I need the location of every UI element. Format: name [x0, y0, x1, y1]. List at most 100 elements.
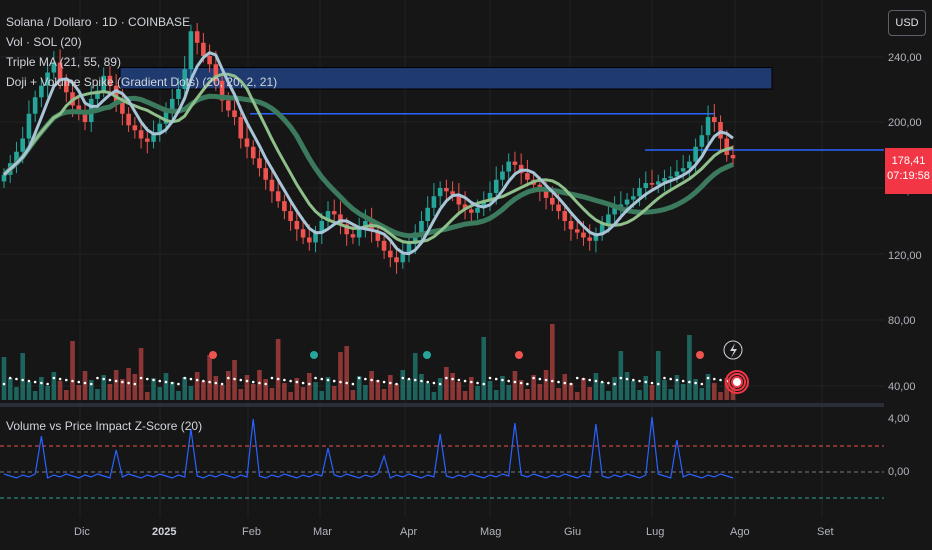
volume-ma-dot: [208, 380, 211, 384]
volume-bar: [82, 371, 88, 400]
candle-body: [493, 179, 499, 193]
volume-indicator-label[interactable]: Vol · SOL (20): [6, 35, 82, 49]
candle-body: [275, 191, 281, 202]
volume-bar: [631, 381, 636, 400]
price-tick: 240,00: [888, 52, 922, 64]
candle-body: [593, 234, 599, 241]
chart-area[interactable]: [0, 0, 884, 517]
volume-bar: [300, 387, 306, 400]
volume-bar: [537, 384, 543, 400]
lightning-icon: [723, 340, 743, 360]
candle-body: [649, 183, 655, 185]
volume-ma-dot: [575, 376, 579, 380]
volume-bar: [655, 351, 661, 400]
price-chart[interactable]: [0, 0, 884, 517]
candle-body: [599, 224, 605, 235]
volume-bar: [145, 392, 150, 400]
volume-ma-dot: [544, 378, 548, 382]
volume-ma-dot: [719, 378, 722, 382]
volume-bar: [113, 370, 119, 400]
time-label: Giu: [564, 526, 582, 538]
volume-bar: [587, 387, 592, 400]
candle-body: [132, 125, 138, 131]
volume-ma-dot: [351, 382, 355, 386]
price-tick: 40,00: [888, 381, 916, 393]
volume-bar: [163, 373, 169, 400]
price-tick: 200,00: [888, 117, 922, 129]
candle-body: [512, 161, 518, 165]
volume-bar: [687, 335, 692, 400]
candle-body: [655, 181, 661, 185]
volume-ma-dot: [227, 376, 230, 380]
volume-bar: [288, 392, 293, 400]
volume-bar: [319, 391, 325, 400]
candle-body: [624, 199, 630, 205]
doji-indicator-label[interactable]: Doji + Volume Spike (Gradient Dots) (20,…: [6, 75, 278, 89]
volume-bar: [294, 378, 300, 400]
volume-ma-dot: [638, 379, 641, 383]
volume-bar: [151, 378, 156, 400]
price-axis[interactable]: [884, 0, 932, 517]
volume-ma-dot: [8, 376, 12, 380]
volume-bar: [275, 339, 281, 400]
volume-ma-dot: [264, 382, 267, 386]
zscore-label[interactable]: Volume vs Price Impact Z-Score (20): [6, 419, 203, 433]
candle-body: [724, 138, 730, 155]
time-axis[interactable]: Dic 2025 Feb Mar Apr Mag Giu Lug Ago Set: [0, 517, 884, 550]
volume-bar: [643, 376, 649, 400]
candle-body: [282, 201, 287, 212]
volume-bar: [88, 380, 94, 400]
volume-ma-dot: [146, 377, 149, 381]
volume-ma-dot: [688, 380, 691, 384]
candle-body: [574, 229, 580, 233]
candle-body: [151, 133, 156, 142]
symbol-title[interactable]: Solana / Dollaro · 1D · COINBASE: [6, 15, 191, 29]
time-label: Ago: [730, 526, 750, 538]
volume-bar: [568, 383, 574, 400]
volume-bar: [406, 379, 412, 400]
volume-ma-dot: [276, 377, 280, 381]
last-price-value: 178,41: [891, 155, 926, 167]
candle-body: [250, 146, 256, 159]
candle-body: [201, 42, 206, 56]
volume-ma-dot: [451, 377, 454, 381]
volume-bar: [76, 385, 82, 400]
volume-ma-dot: [314, 376, 317, 380]
volume-ma-dot: [482, 382, 486, 386]
price-tick: 120,00: [888, 250, 922, 262]
volume-bar: [375, 380, 381, 400]
candle-body: [51, 62, 57, 73]
ma-slow-line: [2, 93, 734, 239]
triple-ma-label[interactable]: Triple MA (21, 55, 89): [6, 55, 121, 69]
volume-ma-dot: [71, 379, 74, 383]
volume-bar: [182, 377, 187, 400]
volume-bar: [344, 346, 349, 400]
time-label: Dic: [74, 526, 90, 538]
volume-ma-dot: [582, 377, 585, 381]
volume-bar: [574, 392, 580, 400]
volume-bar: [207, 355, 212, 400]
candle-body: [631, 196, 636, 200]
candle-body: [176, 89, 181, 99]
signal-dot: [696, 351, 704, 359]
volume-ma-dot: [376, 379, 380, 383]
currency-button[interactable]: USD: [888, 10, 926, 36]
volume-ma-dot: [139, 376, 143, 380]
volume-ma-dot: [65, 378, 68, 382]
pane-separator[interactable]: [0, 403, 884, 407]
resistance-zone: [119, 67, 773, 90]
volume-ma-dot: [713, 377, 716, 381]
candle-body: [238, 117, 244, 139]
ma-mid-line: [2, 72, 734, 245]
volume-bar: [282, 383, 287, 400]
volume-bar: [730, 387, 736, 400]
volume-bar: [269, 388, 275, 400]
volume-bar: [313, 382, 318, 400]
volume-ma-dot: [476, 381, 479, 385]
volume-bar: [668, 389, 673, 400]
volume-bar: [20, 353, 25, 400]
volume-ma-dot: [177, 382, 180, 386]
volume-bar: [263, 379, 268, 400]
candle-body: [699, 135, 705, 147]
candle-body: [82, 113, 88, 122]
